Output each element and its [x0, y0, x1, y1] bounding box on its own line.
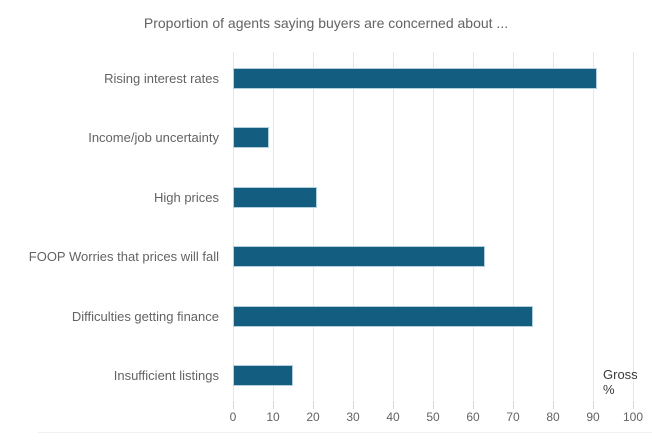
x-tick-label-70: 70: [506, 410, 520, 424]
bar-rising-interest-rates: [233, 68, 597, 89]
x-tick-label-40: 40: [386, 410, 400, 424]
category-label-income-job-uncertainty: Income/job uncertainty: [88, 130, 219, 146]
x-tick-label-80: 80: [546, 410, 560, 424]
gridline-70: [513, 52, 514, 400]
x-tick-label-60: 60: [466, 410, 480, 424]
category-label-high-prices: High prices: [153, 189, 219, 205]
bar-foop-worries-that-prices-will-fall: [233, 246, 485, 268]
category-label-insufficient-listings: Insufficient listings: [113, 368, 219, 383]
x-axis-tick-0: [233, 401, 234, 409]
gridline-40: [393, 52, 394, 400]
x-axis-tick-50: [433, 401, 434, 409]
x-axis-tick-10: [273, 401, 274, 409]
bar-insufficient-listings: [233, 365, 293, 386]
x-axis-tick-70: [513, 401, 514, 409]
gridline-60: [473, 52, 474, 400]
x-axis-tick-90: [593, 401, 594, 409]
category-label-rising-interest-rates: Rising interest rates: [104, 71, 219, 86]
x-tick-label-90: 90: [586, 410, 600, 424]
gridline-30: [353, 52, 354, 400]
gridline-90: [593, 52, 594, 400]
bottom-border-line: [38, 432, 652, 433]
gridline-50: [433, 52, 434, 400]
x-axis-tick-20: [313, 401, 314, 409]
x-axis-tick-30: [353, 401, 354, 409]
plot-area: [233, 52, 634, 400]
x-tick-label-50: 50: [426, 410, 440, 424]
x-axis-unit-label: Gross %: [603, 367, 638, 397]
x-axis-tick-40: [393, 401, 394, 409]
gridline-10: [273, 52, 274, 400]
category-labels: Rising interest rates Income/job uncertai…: [0, 0, 226, 440]
bar-difficulties-getting-finance: [233, 305, 533, 327]
gridline-0: [233, 52, 234, 400]
category-label-difficulties-getting-finance: Difficulties getting finance: [71, 308, 219, 324]
x-tick-label-20: 20: [306, 410, 320, 424]
bar-high-prices: [233, 186, 317, 208]
gridline-20: [313, 52, 314, 400]
x-tick-label-100: 100: [622, 410, 644, 424]
bar-income-job-uncertainty: [233, 127, 269, 149]
x-axis-tick-80: [553, 401, 554, 409]
x-tick-label-30: 30: [346, 410, 360, 424]
chart-title: Proportion of agents saying buyers are c…: [143, 15, 509, 31]
gridline-80: [553, 52, 554, 400]
x-axis-tick-100: [633, 401, 634, 409]
x-axis-tick-60: [473, 401, 474, 409]
x-tick-label-10: 10: [266, 410, 280, 424]
category-label-foop-worries-that-prices-will-fall: FOOP Worries that prices will fall: [28, 249, 219, 265]
x-tick-label-0: 0: [229, 410, 237, 424]
gridline-100: [633, 52, 634, 400]
